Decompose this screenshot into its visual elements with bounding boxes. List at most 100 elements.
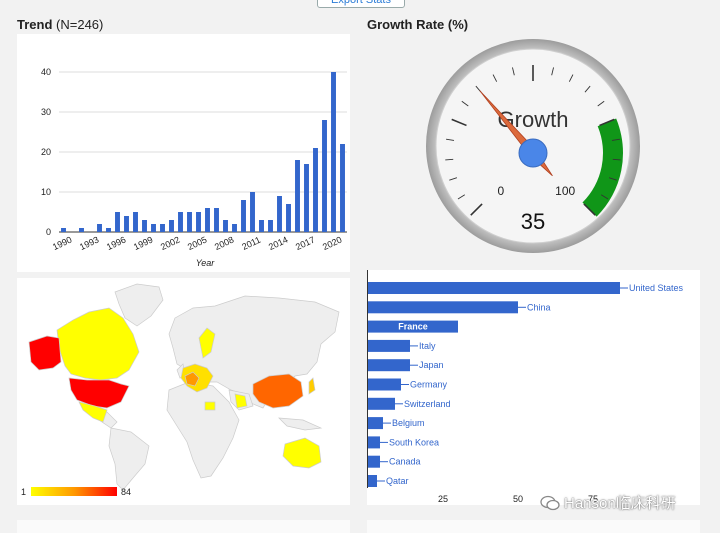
country-bar (368, 436, 380, 449)
watermark: Hanson临床科研 (540, 492, 676, 513)
trend-bar (196, 212, 201, 232)
gauge-green-band (582, 118, 623, 217)
map-africa (166, 381, 240, 479)
gauge-tick (470, 203, 483, 216)
trend-bar (223, 220, 228, 232)
country-label: Switzerland (404, 399, 451, 409)
gauge-label: Growth (498, 107, 569, 132)
trend-bar (259, 220, 264, 232)
gauge-tick (492, 74, 498, 82)
trend-bar (205, 208, 210, 232)
country-bar (368, 359, 410, 372)
trend-bar (340, 144, 345, 232)
map-south-america (108, 427, 150, 491)
map-africa-spot (204, 401, 216, 411)
trend-y-tick: 20 (41, 147, 51, 157)
map-legend-bar (31, 487, 117, 496)
gauge-tick (512, 67, 515, 76)
map-usa (68, 377, 130, 409)
country-label: Italy (419, 341, 436, 351)
trend-bar (142, 220, 147, 232)
trend-bar (61, 228, 66, 232)
map-saudi (234, 393, 248, 409)
trend-x-tick: 2005 (186, 235, 208, 253)
growth-gauge[interactable]: Growth 0 100 35 (360, 34, 720, 272)
trend-x-tick: 2014 (267, 235, 289, 253)
bottom-card-right (367, 520, 700, 533)
trend-bar (322, 120, 327, 232)
gauge-tick (612, 158, 621, 161)
trend-bar (124, 216, 129, 232)
gauge-min-label: 0 (497, 184, 504, 198)
country-bar (368, 378, 401, 391)
country-label: United States (629, 283, 684, 293)
trend-bar (106, 228, 111, 232)
trend-title-text: Trend (17, 17, 53, 32)
country-bar (368, 397, 395, 410)
trend-bar (214, 208, 219, 232)
country-label: China (527, 302, 551, 312)
trend-bar (160, 224, 165, 232)
gauge-tick (583, 203, 596, 216)
map-china (252, 373, 304, 409)
trend-y-tick: 10 (41, 187, 51, 197)
gauge-max-label: 100 (555, 184, 575, 198)
map-france (184, 371, 200, 387)
country-bar (368, 282, 620, 294)
gauge-card: Growth 0 100 35 (360, 34, 720, 272)
trend-bar (178, 212, 183, 232)
gauge-tick (611, 138, 620, 141)
gauge-tick (600, 194, 609, 200)
world-map[interactable]: 1 84 (17, 278, 350, 505)
countries-chart[interactable]: United States China France Italy Japan German… (367, 270, 700, 505)
trend-chart[interactable]: 0 10 20 30 40 1990 1993 1996 1999 2002 2005 2008 20… (17, 34, 350, 272)
trend-y-tick: 30 (41, 107, 51, 117)
trend-x-axis-label: Year (196, 258, 216, 268)
country-bar (368, 455, 380, 468)
trend-chart-card: 0 10 20 30 40 1990 1993 1996 1999 2002 2005 2008 20… (17, 34, 350, 272)
trend-bar (187, 212, 192, 232)
gauge-tick (457, 194, 466, 200)
trend-bar (232, 224, 237, 232)
trend-x-tick: 1990 (51, 235, 73, 253)
gauge-tick (608, 177, 617, 181)
trend-x-tick: 2008 (213, 235, 235, 253)
map-legend-max: 84 (121, 487, 131, 497)
bottom-card-left (17, 520, 350, 533)
country-bar (368, 417, 383, 430)
map-mexico (78, 401, 108, 423)
gauge-value: 35 (521, 209, 545, 234)
trend-x-tick: 2017 (294, 235, 316, 253)
country-bar (368, 339, 410, 352)
gauge-tick (445, 158, 454, 161)
world-map-card: 1 84 (17, 278, 350, 505)
map-alaska (28, 335, 62, 371)
country-label: Japan (419, 360, 444, 370)
trend-x-tick: 2011 (240, 235, 262, 252)
gauge-tick (551, 67, 554, 76)
export-stats-button[interactable]: Export Stats (317, 0, 405, 8)
map-indonesia (278, 417, 323, 431)
trend-bar (277, 196, 282, 232)
trend-bar (250, 192, 255, 232)
country-label: South Korea (389, 437, 439, 447)
map-australia (282, 437, 322, 469)
gauge-hub (518, 138, 548, 168)
country-bar (368, 475, 377, 487)
gauge-tick (597, 100, 605, 107)
map-scandinavia (198, 327, 216, 359)
gauge-tick (449, 177, 458, 181)
trend-bar (241, 200, 246, 232)
trend-bar (304, 164, 309, 232)
country-label: Belgium (392, 418, 425, 428)
map-canada (56, 307, 140, 381)
trend-bar (151, 224, 156, 232)
watermark-text: Hanson临床科研 (564, 495, 676, 512)
trend-bar (115, 212, 120, 232)
gauge-tick (451, 118, 467, 127)
trend-bar (79, 228, 84, 232)
wechat-icon (540, 495, 560, 510)
trend-x-tick: 1999 (132, 235, 154, 253)
map-japan (308, 377, 316, 395)
trend-bar (268, 220, 273, 232)
